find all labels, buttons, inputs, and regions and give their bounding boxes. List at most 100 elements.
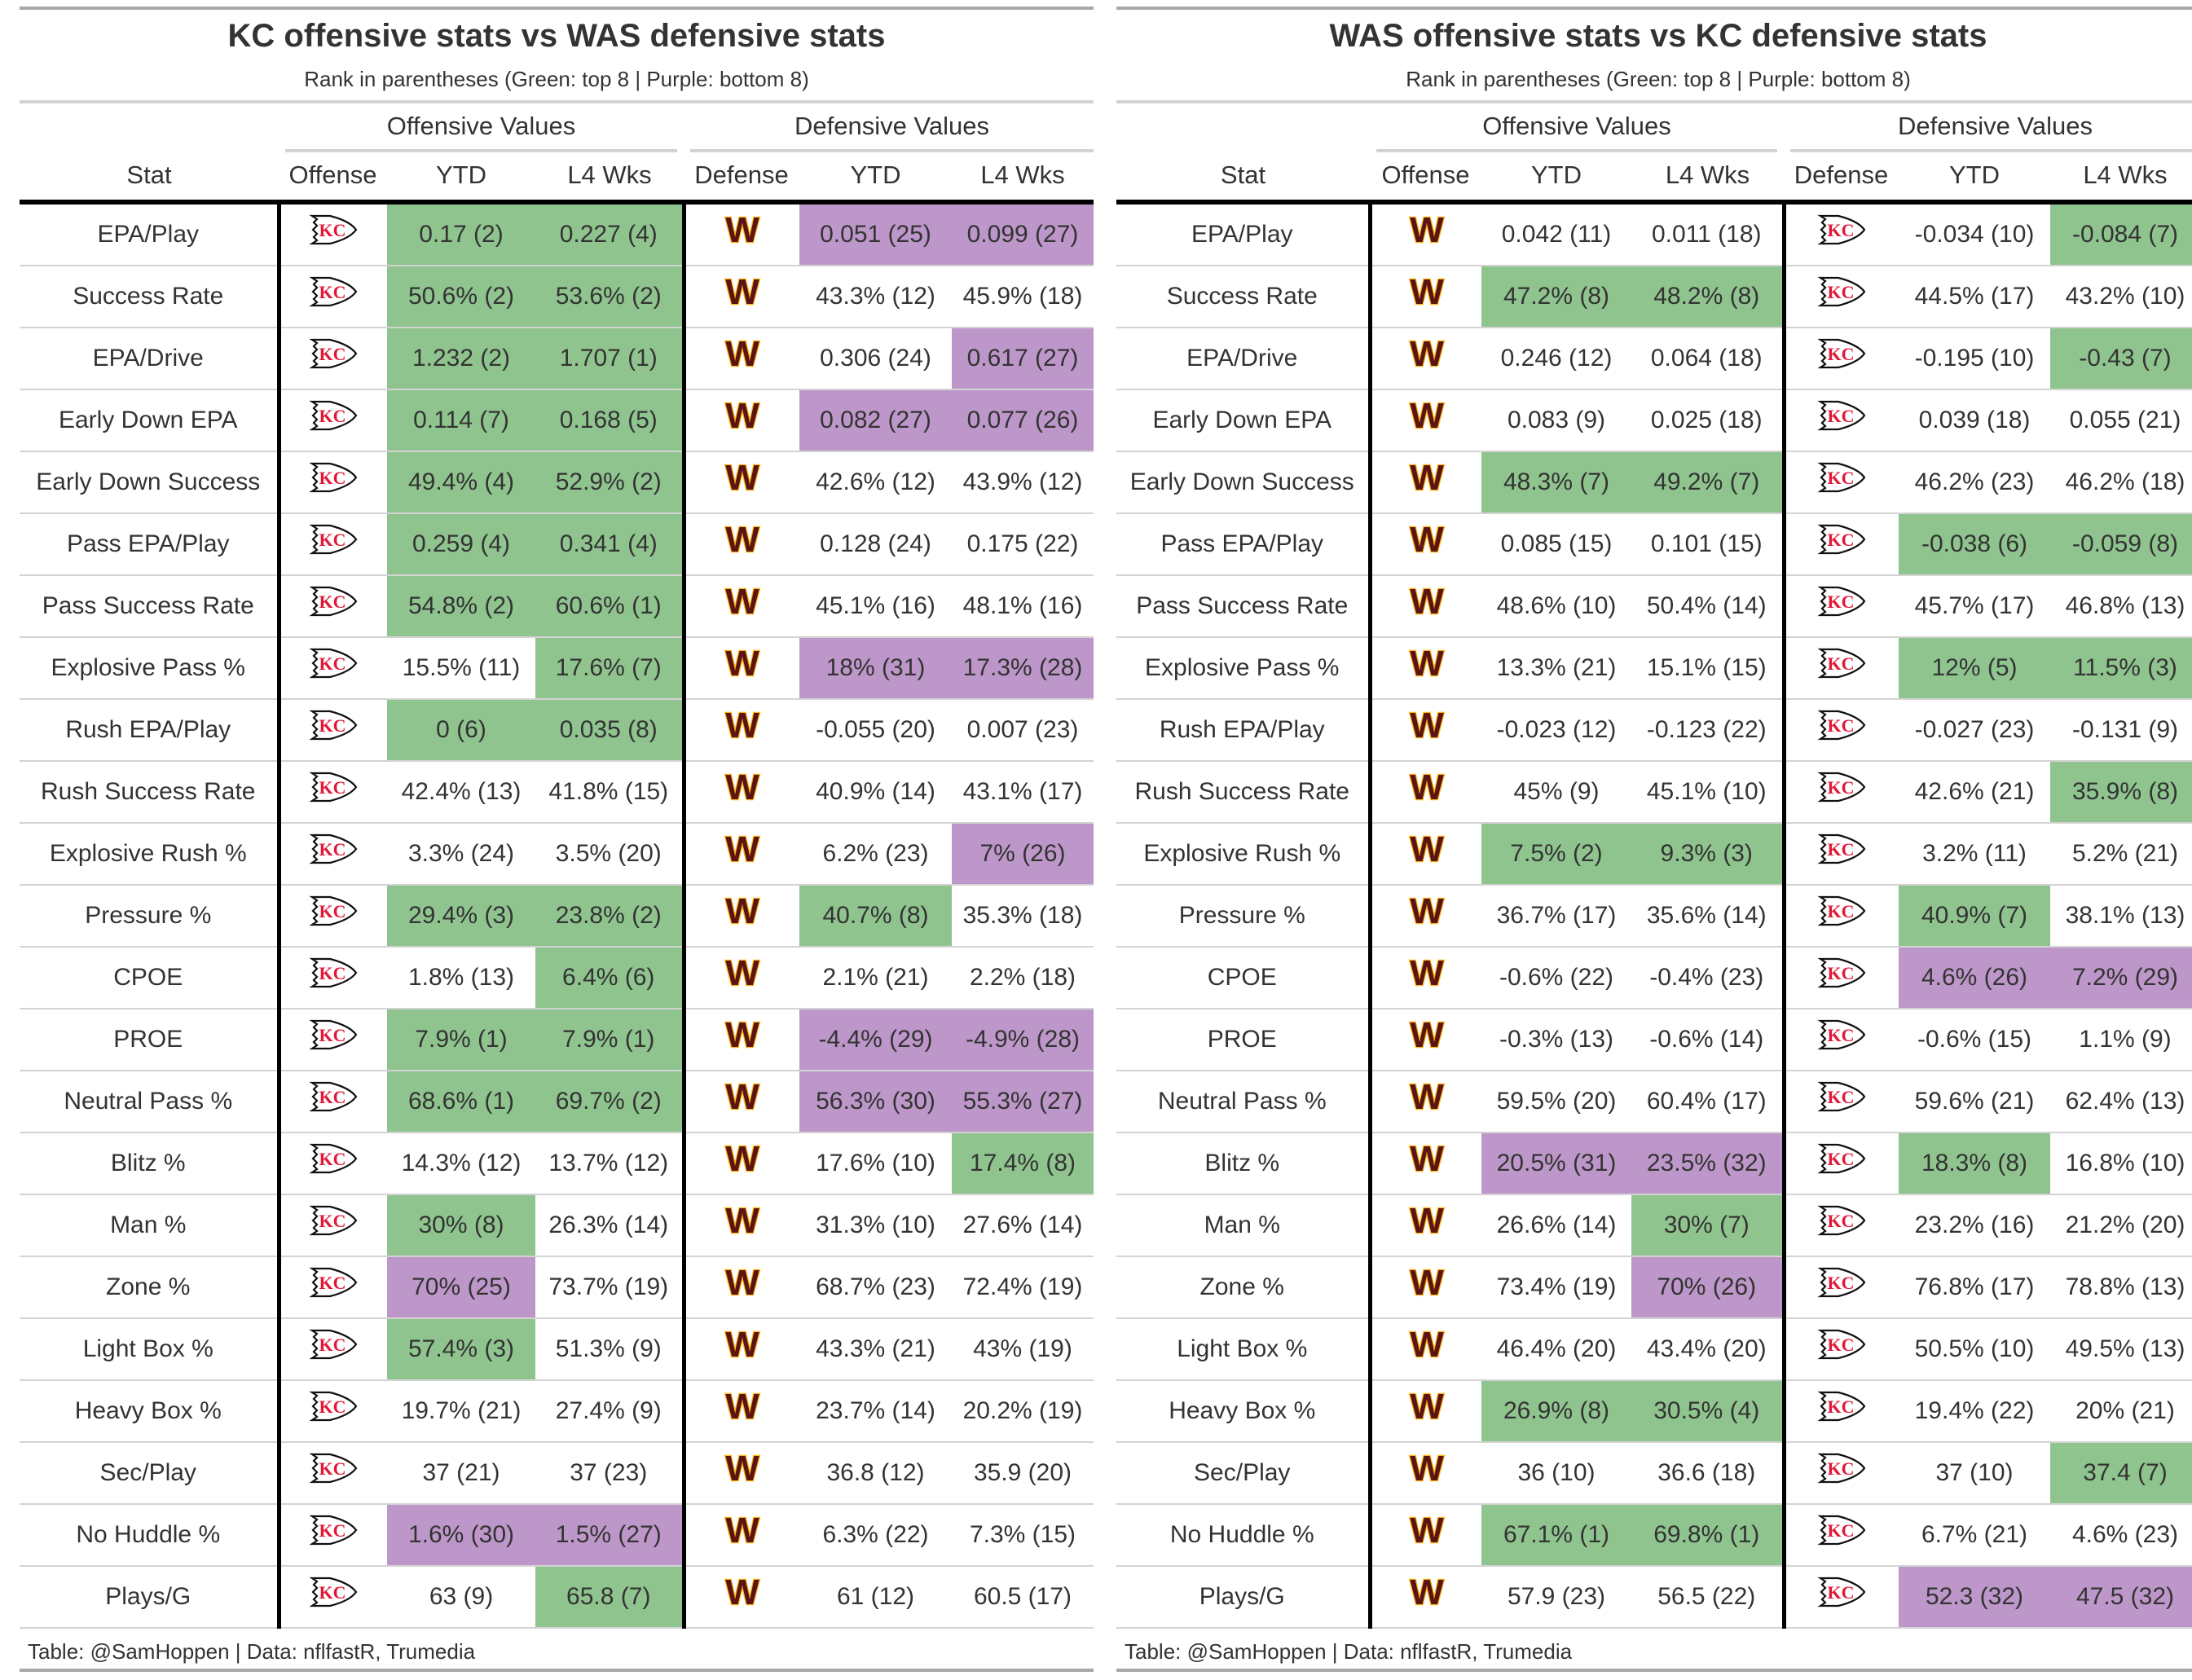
svg-text:KC: KC xyxy=(1827,777,1854,798)
stat-label: Pass Success Rate xyxy=(1116,575,1370,638)
stat-label: Success Rate xyxy=(20,266,279,328)
svg-text:KC: KC xyxy=(1827,1582,1854,1603)
offense-l4-cell: 13.7% (12) xyxy=(535,1132,684,1195)
was-commanders-logo-icon: W xyxy=(681,761,799,824)
svg-text:KC: KC xyxy=(319,1520,346,1541)
svg-text:W: W xyxy=(725,644,759,682)
column-header: Stat xyxy=(1220,161,1266,189)
offense-ytd-cell: 14.3% (12) xyxy=(387,1132,535,1195)
offense-ytd-cell: 57.9 (23) xyxy=(1481,1566,1631,1629)
was-commanders-logo-icon: W xyxy=(1367,1442,1481,1505)
svg-text:W: W xyxy=(1410,459,1444,496)
table-row: Pass EPA/Play W 0.085 (15) 0.101 (15) KC -0.0… xyxy=(1116,513,2192,576)
svg-text:W: W xyxy=(1410,1511,1444,1549)
offense-ytd-cell: 1.8% (13) xyxy=(387,947,535,1009)
defense-ytd-cell: 36.8 (12) xyxy=(799,1442,952,1505)
kc-chiefs-logo-icon: KC xyxy=(276,1504,387,1567)
stat-label: No Huddle % xyxy=(1116,1504,1370,1567)
stat-label: PROE xyxy=(20,1009,279,1071)
defense-l4-cell: 43% (19) xyxy=(952,1318,1094,1381)
table-row: CPOE KC 1.8% (13) 6.4% (6) W 2.1% (21) 2.2% (1… xyxy=(20,947,1094,1009)
was-commanders-logo-icon: W xyxy=(681,1318,799,1381)
column-header: YTD xyxy=(850,161,901,189)
kc-chiefs-logo-icon: KC xyxy=(1781,328,1899,390)
svg-text:KC: KC xyxy=(319,1149,346,1169)
offense-ytd-cell: 57.4% (3) xyxy=(387,1318,535,1381)
defense-l4-cell: 21.2% (20) xyxy=(2050,1194,2192,1257)
offense-l4-cell: 0.035 (8) xyxy=(535,699,684,762)
was-commanders-logo-icon: W xyxy=(1367,451,1481,514)
was-commanders-logo-icon: W xyxy=(681,885,799,948)
offense-ytd-cell: 63 (9) xyxy=(387,1566,535,1629)
svg-text:W: W xyxy=(725,1388,759,1425)
kc-chiefs-logo-icon: KC xyxy=(276,947,387,1009)
offense-ytd-cell: 7.5% (2) xyxy=(1481,823,1631,886)
offense-l4-cell: -0.4% (23) xyxy=(1631,947,1784,1009)
svg-text:W: W xyxy=(725,1078,759,1115)
was-commanders-logo-icon: W xyxy=(1367,637,1481,700)
defense-l4-cell: 46.2% (18) xyxy=(2050,451,2192,514)
svg-text:KC: KC xyxy=(319,406,346,426)
svg-text:W: W xyxy=(1410,706,1444,744)
table-row: EPA/Play W 0.042 (11) 0.011 (18) KC -0.034 (1… xyxy=(1116,205,2192,266)
defense-l4-cell: 0.617 (27) xyxy=(952,328,1094,390)
defense-l4-cell: 7.3% (15) xyxy=(952,1504,1094,1567)
svg-text:W: W xyxy=(725,521,759,558)
offense-l4-cell: 0.168 (5) xyxy=(535,389,684,452)
kc-chiefs-logo-icon: KC xyxy=(1781,1504,1899,1567)
svg-text:W: W xyxy=(1410,1078,1444,1115)
defense-ytd-cell: -0.027 (23) xyxy=(1899,699,2050,762)
offense-l4-cell: 3.5% (20) xyxy=(535,823,684,886)
kc-chiefs-logo-icon: KC xyxy=(276,1071,387,1133)
was-commanders-logo-icon: W xyxy=(1367,823,1481,886)
offense-ytd-cell: 26.9% (8) xyxy=(1481,1380,1631,1443)
table-row: EPA/Drive W 0.246 (12) 0.064 (18) KC -0.195 (… xyxy=(1116,328,2192,390)
table-row: Zone % KC 70% (25) 73.7% (19) W 68.7% (23) 72.… xyxy=(20,1256,1094,1319)
defense-ytd-cell: 56.3% (30) xyxy=(799,1071,952,1133)
offense-l4-cell: 35.6% (14) xyxy=(1631,885,1784,948)
svg-text:KC: KC xyxy=(1827,1273,1854,1293)
defense-ytd-cell: 0.082 (27) xyxy=(799,389,952,452)
kc-chiefs-logo-icon: KC xyxy=(276,328,387,390)
svg-text:W: W xyxy=(725,211,759,248)
svg-text:W: W xyxy=(1410,583,1444,620)
kc-chiefs-logo-icon: KC xyxy=(276,1318,387,1381)
svg-text:W: W xyxy=(1410,1388,1444,1425)
offense-l4-cell: 50.4% (14) xyxy=(1631,575,1784,638)
table-row: Light Box % KC 57.4% (3) 51.3% (9) W 43.3% (2… xyxy=(20,1318,1094,1381)
kc-chiefs-logo-icon: KC xyxy=(1781,823,1899,886)
kc-chiefs-logo-icon: KC xyxy=(1781,761,1899,824)
spanner-offensive-underline xyxy=(285,149,677,152)
stat-label: Pass EPA/Play xyxy=(20,513,279,576)
offense-l4-cell: 69.7% (2) xyxy=(535,1071,684,1133)
stat-label: No Huddle % xyxy=(20,1504,279,1567)
offense-ytd-cell: 46.4% (20) xyxy=(1481,1318,1631,1381)
offense-l4-cell: 41.8% (15) xyxy=(535,761,684,824)
svg-text:KC: KC xyxy=(1827,1335,1854,1355)
stat-label: Plays/G xyxy=(1116,1566,1370,1629)
svg-text:KC: KC xyxy=(1827,220,1854,240)
svg-text:KC: KC xyxy=(1827,468,1854,488)
kc-chiefs-logo-icon: KC xyxy=(1781,513,1899,576)
defense-l4-cell: 2.2% (18) xyxy=(952,947,1094,1009)
offense-l4-cell: 0.011 (18) xyxy=(1631,205,1784,266)
defense-l4-cell: 0.175 (22) xyxy=(952,513,1094,576)
spanner-offensive-underline xyxy=(1376,149,1777,152)
was-commanders-logo-icon: W xyxy=(1367,1256,1481,1319)
svg-text:KC: KC xyxy=(319,1582,346,1603)
defense-ytd-cell: 6.3% (22) xyxy=(799,1504,952,1567)
defense-ytd-cell: 18.3% (8) xyxy=(1899,1132,2050,1195)
subtitle-rule xyxy=(1116,100,2192,103)
offense-l4-cell: 1.707 (1) xyxy=(535,328,684,390)
kc-chiefs-logo-icon: KC xyxy=(276,266,387,328)
stat-label: Success Rate xyxy=(1116,266,1370,328)
was-commanders-logo-icon: W xyxy=(681,451,799,514)
table-row: Pass EPA/Play KC 0.259 (4) 0.341 (4) W 0.128 … xyxy=(20,513,1094,576)
svg-text:KC: KC xyxy=(319,839,346,860)
bottom-rule xyxy=(1116,1669,2192,1672)
defense-l4-cell: 5.2% (21) xyxy=(2050,823,2192,886)
table-title: KC offensive stats vs WAS defensive stat… xyxy=(227,18,886,54)
offense-ytd-cell: 0.085 (15) xyxy=(1481,513,1631,576)
stat-label: Man % xyxy=(20,1194,279,1257)
table-subtitle: Rank in parentheses (Green: top 8 | Purp… xyxy=(304,67,809,91)
